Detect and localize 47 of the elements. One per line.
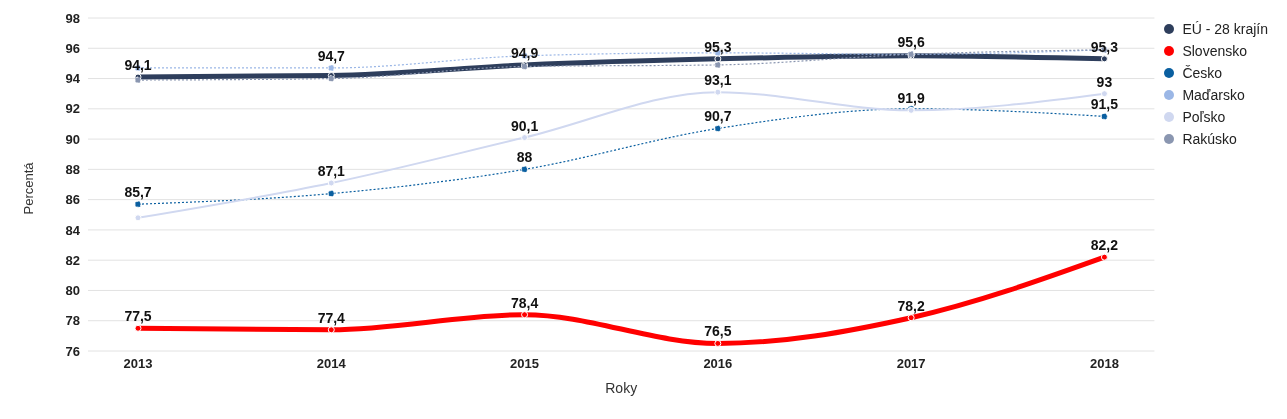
legend-label: Rakúsko xyxy=(1182,130,1237,149)
x-tick-label: 2013 xyxy=(123,356,153,372)
data-label: 82,2 xyxy=(1090,237,1119,254)
data-label: 78,2 xyxy=(897,297,925,314)
y-tick-label: 86 xyxy=(65,192,80,208)
data-label: 95,3 xyxy=(1090,38,1119,55)
data-label: 95,6 xyxy=(897,34,925,51)
x-tick-label: 2016 xyxy=(703,356,733,372)
y-tick-label: 84 xyxy=(65,222,81,238)
data-label: 94,1 xyxy=(124,57,152,74)
y-tick-label: 76 xyxy=(65,343,80,359)
x-tick-label: 2017 xyxy=(896,356,926,372)
data-label: 91,9 xyxy=(897,90,925,107)
data-label: 77,5 xyxy=(124,308,152,325)
data-label: 93,1 xyxy=(704,72,732,89)
y-tick-label: 98 xyxy=(65,10,80,26)
data-label: 94,9 xyxy=(510,44,539,61)
legend-label: Česko xyxy=(1182,64,1223,83)
data-label: 90,7 xyxy=(704,108,732,125)
data-label: 93 xyxy=(1096,73,1113,90)
y-axis-title: Percentá xyxy=(20,161,36,215)
data-label: 91,5 xyxy=(1090,96,1119,113)
y-tick-label: 78 xyxy=(65,313,80,329)
data-label: 85,7 xyxy=(124,184,152,201)
y-tick-label: 94 xyxy=(65,71,81,87)
y-tick-label: 82 xyxy=(65,252,80,268)
y-tick-label: 88 xyxy=(65,161,80,177)
legend-label: EÚ - 28 krajín xyxy=(1182,20,1268,39)
data-label: 78,4 xyxy=(510,294,539,311)
y-tick-label: 96 xyxy=(65,40,80,56)
data-label: 77,4 xyxy=(317,309,346,326)
x-axis-title: Roky xyxy=(605,380,638,396)
data-label: 88 xyxy=(516,149,533,166)
data-label: 90,1 xyxy=(510,117,539,134)
x-tick-label: 2018 xyxy=(1089,356,1119,372)
data-label: 76,5 xyxy=(704,323,732,340)
data-label: 87,1 xyxy=(317,162,346,179)
data-label: 95,3 xyxy=(704,38,732,55)
legend-label: Maďarsko xyxy=(1182,86,1245,105)
y-tick-label: 80 xyxy=(65,283,80,299)
y-tick-label: 90 xyxy=(65,131,80,147)
y-tick-label: 92 xyxy=(65,101,80,117)
x-tick-label: 2015 xyxy=(510,356,540,372)
legend-label: Slovensko xyxy=(1182,42,1247,61)
x-tick-label: 2014 xyxy=(316,356,347,372)
data-label: 94,7 xyxy=(317,47,346,64)
legend-label: Poľsko xyxy=(1182,108,1226,127)
